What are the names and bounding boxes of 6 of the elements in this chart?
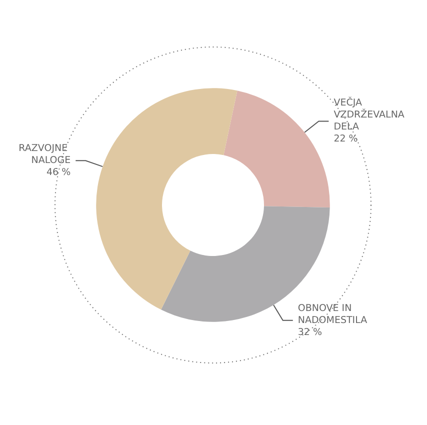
data-label: 32 % xyxy=(298,326,322,338)
data-label: 22 % xyxy=(334,134,358,145)
slice-label: OBNOVE IN NADOMESTILA xyxy=(298,302,368,326)
slice-label: VEČJA VZDRŽEVALNA DELA xyxy=(334,96,408,133)
data-label: 46 % xyxy=(46,167,71,178)
slice-label: RAZVOJNE NALOGE xyxy=(18,143,71,166)
